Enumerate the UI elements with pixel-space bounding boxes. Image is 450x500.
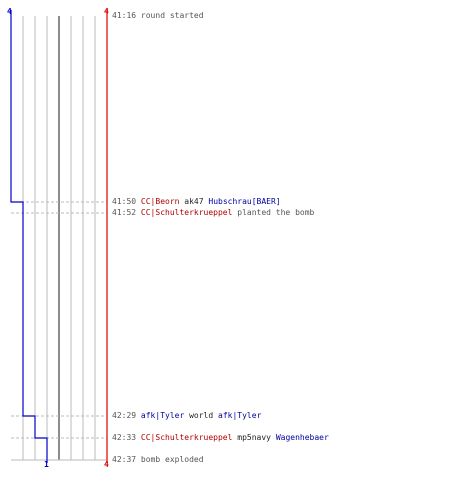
- event-row: 42:33 CC|Schulterkrueppel mp5navy Wagenh…: [112, 433, 329, 443]
- team-blue-alive-line: [10, 10, 48, 463]
- event-killer: afk|Tyler: [140, 411, 185, 420]
- event-time: 42:37: [112, 455, 137, 464]
- event-row: 41:50 CC|Beorn ak47 Hubschrau[BAER]: [112, 197, 281, 207]
- event-row: 41:16 round started: [112, 11, 204, 21]
- team-blue-start-count: 4: [7, 7, 12, 16]
- team-red-start-count: 4: [104, 7, 109, 16]
- event-victim: afk|Tyler: [218, 411, 262, 420]
- event-time: 41:50: [112, 197, 137, 206]
- event-row: 41:52 CC|Schulterkrueppel planted the bo…: [112, 208, 314, 218]
- event-weapon: world: [189, 411, 214, 420]
- event-time: 42:33: [112, 433, 137, 442]
- event-time: 41:16: [112, 11, 137, 20]
- event-row: 42:29 afk|Tyler world afk|Tyler: [112, 411, 261, 421]
- player-grid: [11, 16, 107, 461]
- event-victim: Hubschrau[BAER]: [208, 197, 281, 206]
- event-weapon: mp5navy: [237, 433, 271, 442]
- event-time: 41:52: [112, 208, 137, 217]
- team-blue-end-count: 1: [44, 460, 49, 469]
- event-player: CC|Schulterkrueppel: [140, 208, 233, 217]
- event-time: 42:29: [112, 411, 137, 420]
- event-message: bomb exploded: [140, 455, 204, 464]
- team-red-end-count: 4: [104, 460, 109, 469]
- event-victim: Wagenhebaer: [275, 433, 329, 442]
- event-weapon: ak47: [184, 197, 204, 206]
- event-killer: CC|Schulterkrueppel: [140, 433, 233, 442]
- event-message: round started: [140, 11, 204, 20]
- event-message: planted the bomb: [237, 208, 315, 217]
- event-killer: CC|Beorn: [140, 197, 180, 206]
- event-row: 42:37 bomb exploded: [112, 455, 204, 465]
